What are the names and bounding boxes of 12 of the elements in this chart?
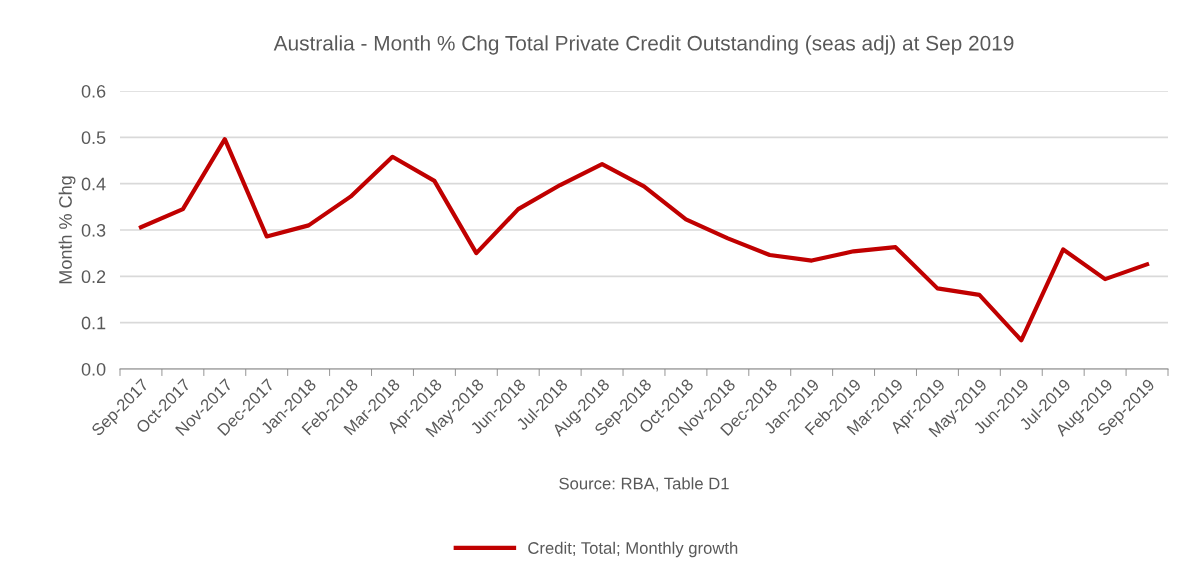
y-tick-label: 0.2 [81, 270, 106, 284]
y-tick-label: 0.3 [81, 223, 106, 237]
y-tick-label: 0.4 [81, 177, 106, 191]
line-series [138, 137, 1150, 343]
chart-title: Australia - Month % Chg Total Private Credit Outstanding (seas adj) at Sep 2019 [273, 35, 1014, 55]
y-tick-label: 0.5 [81, 131, 106, 145]
y-tick-label: 0.1 [81, 316, 106, 330]
y-tick-label: 0.6 [81, 84, 106, 98]
source-note: Source: RBA, Table D1 [559, 477, 729, 492]
legend-label: Credit; Total; Monthly growth [528, 541, 738, 558]
y-tick-label: 0.0 [81, 362, 106, 376]
y-axis-title: Month % Chg [58, 176, 76, 284]
